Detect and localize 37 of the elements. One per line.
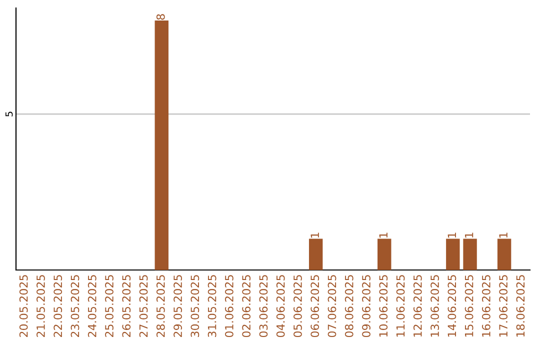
x-tick-label: 23.05.2025 — [70, 275, 80, 337]
x-tick-label: 09.06.2025 — [362, 275, 370, 338]
data-label: 8 — [156, 14, 165, 20]
x-tick-label: 25.05.2025 — [105, 275, 114, 337]
x-tick-label: 17.06.2025 — [499, 275, 508, 337]
x-tick-label: 13.06.2025 — [430, 275, 439, 337]
x-tick-label: 04.06.2025 — [276, 275, 285, 338]
x-tick-label: 21.05.2025 — [36, 275, 45, 337]
x-tick-label: 24.05.2025 — [88, 275, 96, 337]
data-label: 1 — [379, 232, 388, 238]
data-label: 1 — [499, 232, 508, 238]
x-tick-label: 31.05.2025 — [208, 275, 216, 337]
x-tick-label: 29.05.2025 — [174, 275, 182, 337]
data-label: 1 — [310, 232, 319, 238]
x-tick-label: 20.05.2025 — [19, 275, 28, 337]
x-tick-label: 05.06.2025 — [294, 275, 302, 338]
data-label: 1 — [465, 232, 474, 238]
x-tick-label: 07.06.2025 — [328, 275, 336, 338]
x-tick-label: 08.06.2025 — [344, 275, 354, 338]
y-tick-label: 5 — [6, 112, 13, 116]
x-tick-label: 15.06.2025 — [464, 275, 474, 337]
x-tick-label: 06.06.2025 — [310, 275, 320, 338]
x-tick-label: 30.05.2025 — [190, 275, 200, 337]
x-tick-label: 18.06.2025 — [516, 275, 525, 337]
x-tick-label: 03.06.2025 — [259, 275, 268, 338]
x-tick-label: 01.06.2025 — [224, 275, 234, 338]
x-tick-label: 10.06.2025 — [379, 275, 388, 337]
x-tick-label: 26.05.2025 — [122, 275, 131, 337]
data-label: 1 — [448, 232, 456, 238]
x-tick-label: 14.06.2025 — [448, 275, 456, 337]
x-tick-label: 22.05.2025 — [54, 275, 62, 337]
x-tick-label: 02.06.2025 — [242, 275, 251, 338]
x-tick-label: 12.06.2025 — [413, 275, 422, 337]
x-tick-label: 11.06.2025 — [396, 275, 405, 337]
x-tick-label: 16.06.2025 — [482, 275, 490, 337]
x-tick-label: 27.05.2025 — [139, 275, 148, 337]
x-tick-label: 28.05.2025 — [156, 275, 165, 337]
